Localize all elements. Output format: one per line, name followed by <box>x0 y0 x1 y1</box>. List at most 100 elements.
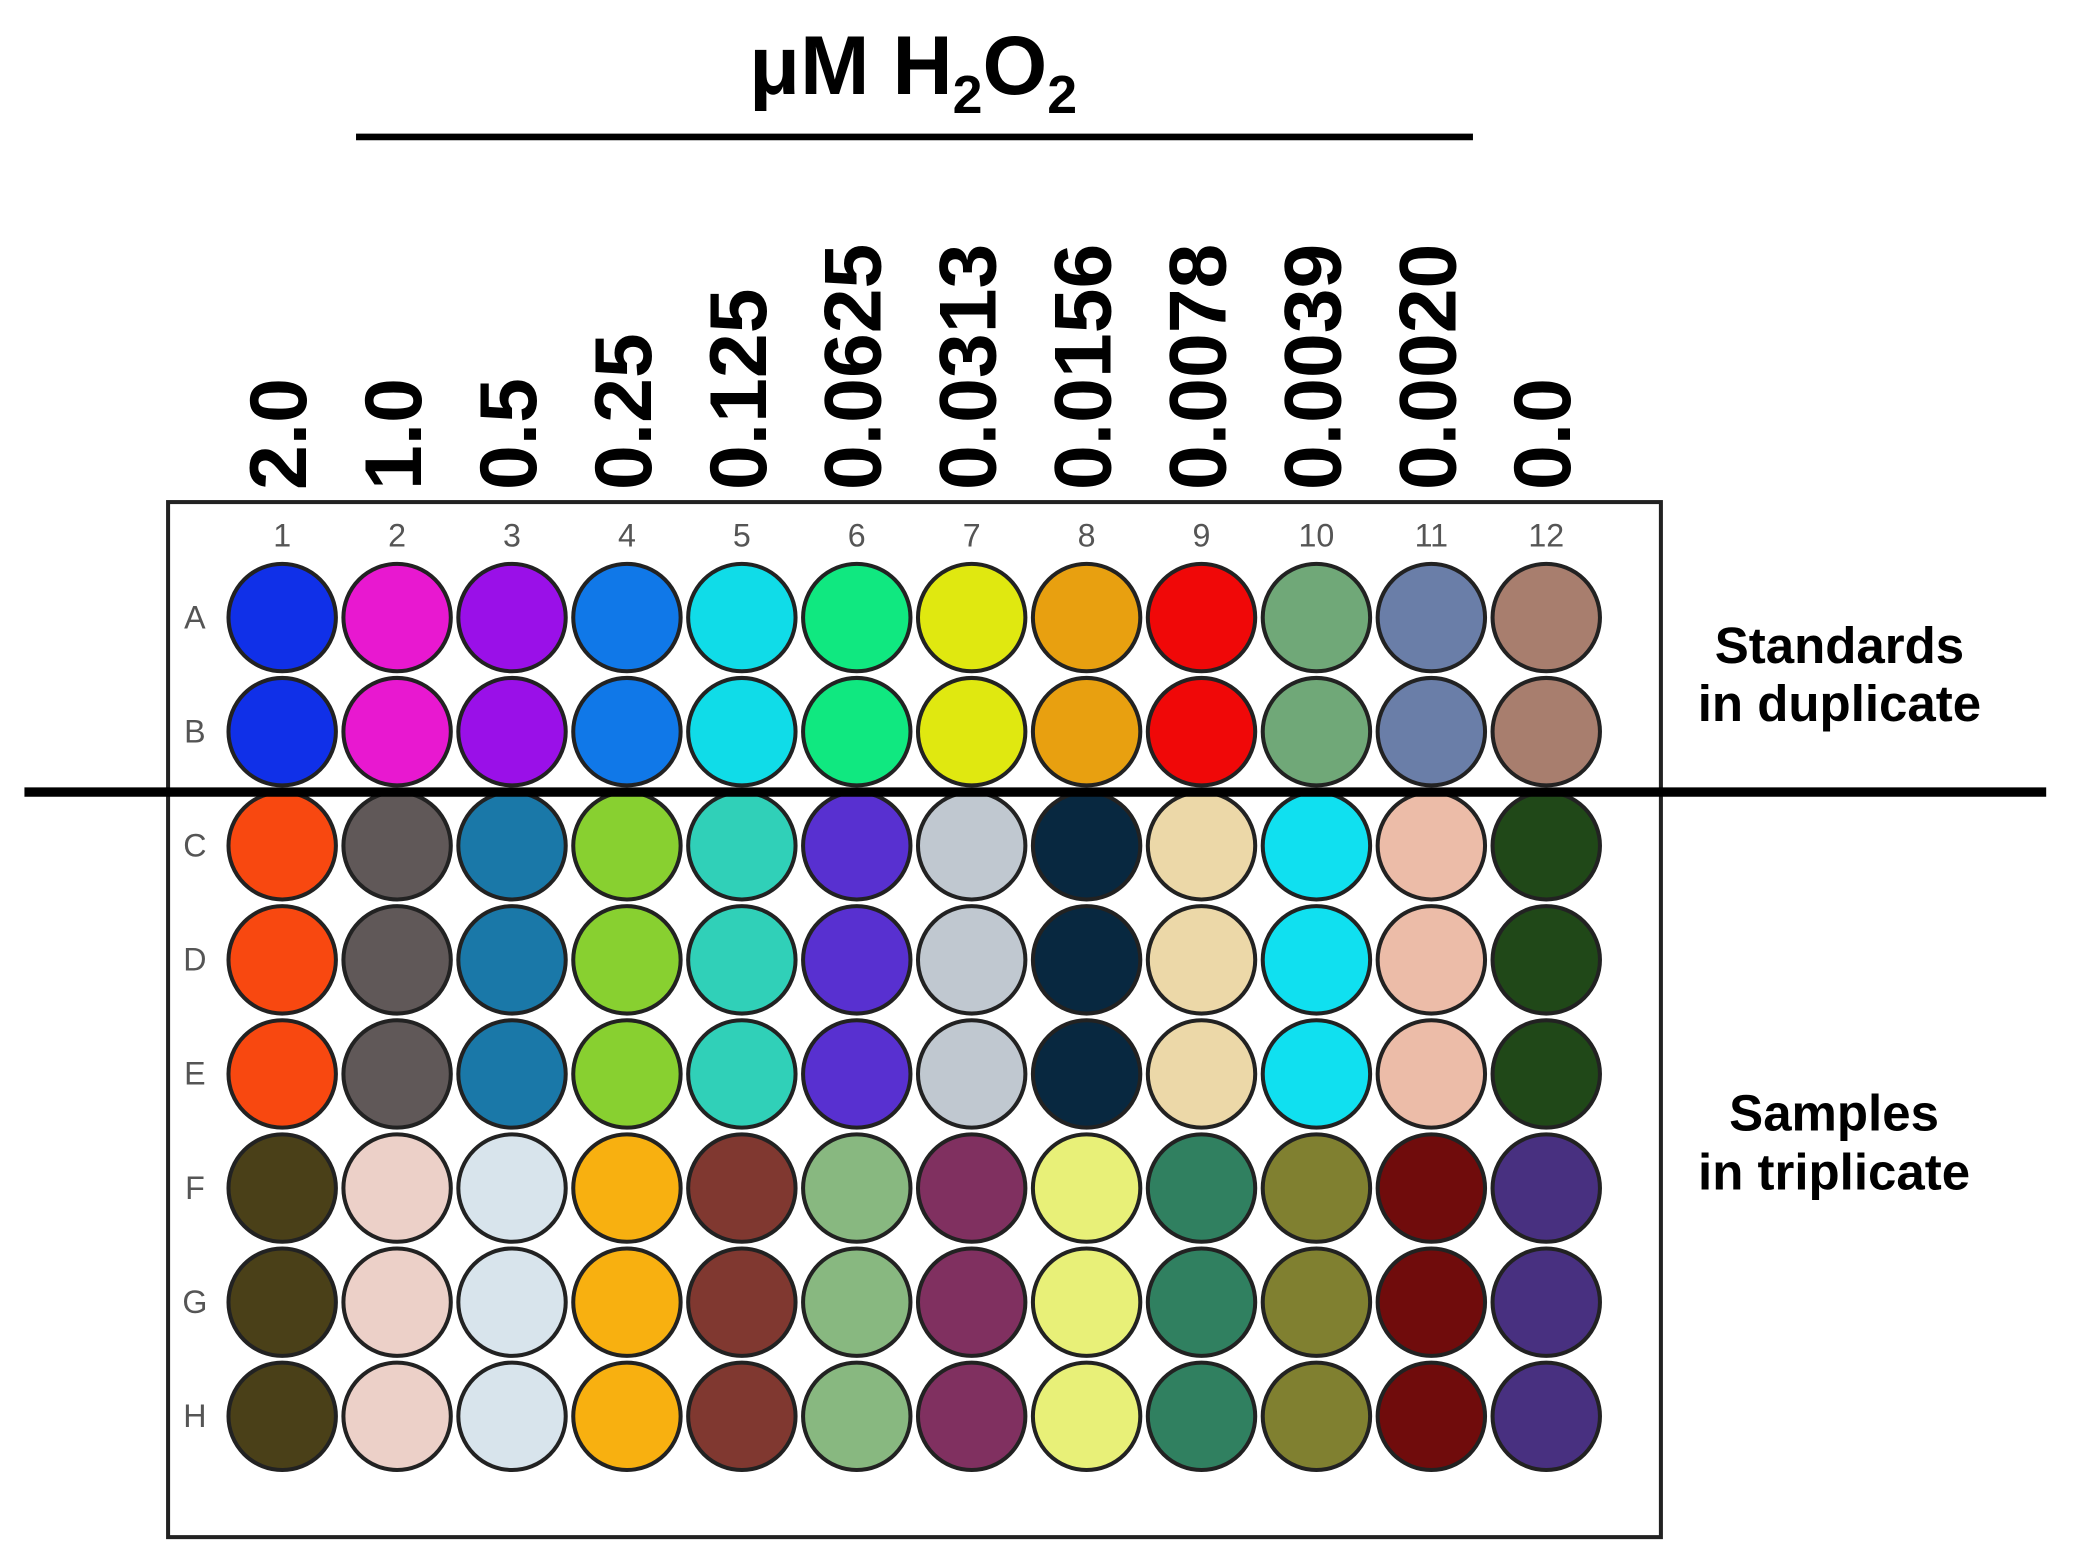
title-subscript: 2 <box>1047 65 1077 125</box>
well <box>801 561 913 674</box>
well <box>1490 1132 1602 1244</box>
well <box>456 561 568 674</box>
well <box>1030 790 1143 902</box>
samples-label: in triplicate <box>1698 1143 1970 1200</box>
well <box>226 675 338 788</box>
well <box>915 1132 1028 1244</box>
well <box>341 904 453 1016</box>
well <box>1260 561 1373 674</box>
well <box>801 1132 913 1244</box>
column-number: 7 <box>963 517 981 553</box>
well <box>915 1018 1028 1130</box>
title-subscript: 2 <box>953 65 983 125</box>
concentration-label: 0.0625 <box>809 244 899 490</box>
well <box>915 1246 1028 1358</box>
concentration-label: 1.0 <box>349 378 439 490</box>
well <box>571 904 683 1016</box>
well <box>1375 904 1488 1016</box>
well <box>1145 1132 1258 1244</box>
row-letter: C <box>183 827 206 863</box>
concentration-label: 0.0156 <box>1039 244 1129 490</box>
well <box>1145 904 1258 1016</box>
well <box>1375 790 1488 902</box>
well <box>571 1132 683 1244</box>
column-number: 1 <box>273 517 291 553</box>
well <box>1490 790 1602 902</box>
well <box>1145 1246 1258 1358</box>
well <box>226 790 338 902</box>
well <box>1030 675 1143 788</box>
well <box>801 904 913 1016</box>
well <box>1375 1132 1488 1244</box>
column-number: 12 <box>1528 517 1564 553</box>
well <box>1375 561 1488 674</box>
title-prefix: μM H <box>749 19 952 112</box>
concentration-label: 0.0020 <box>1383 244 1473 490</box>
well <box>456 1360 568 1473</box>
column-number: 5 <box>733 517 751 553</box>
well <box>1030 561 1143 674</box>
well <box>226 1132 338 1244</box>
well <box>1260 675 1373 788</box>
well <box>915 904 1028 1016</box>
column-number: 3 <box>503 517 521 553</box>
well <box>915 1360 1028 1473</box>
well <box>1145 1360 1258 1473</box>
row-letter: G <box>182 1284 207 1320</box>
well <box>686 675 798 788</box>
well <box>456 675 568 788</box>
well <box>341 1018 453 1130</box>
well <box>341 561 453 674</box>
well <box>915 675 1028 788</box>
well <box>341 1360 453 1473</box>
well <box>1490 1246 1602 1358</box>
title-mid: O <box>983 19 1048 112</box>
well <box>341 1132 453 1244</box>
well <box>686 561 798 674</box>
well <box>1490 1018 1602 1130</box>
well <box>686 1246 798 1358</box>
well <box>1490 675 1602 788</box>
concentration-label: 0.0039 <box>1268 244 1358 490</box>
well <box>801 675 913 788</box>
row-letter: D <box>183 942 206 978</box>
well <box>456 1132 568 1244</box>
well <box>1030 904 1143 1016</box>
well <box>1375 1018 1488 1130</box>
well <box>226 561 338 674</box>
well <box>571 1246 683 1358</box>
concentration-label: 0.5 <box>464 378 554 490</box>
well <box>226 904 338 1016</box>
column-number: 2 <box>388 517 406 553</box>
well <box>1145 790 1258 902</box>
row-letter: A <box>184 599 206 635</box>
column-number: 6 <box>848 517 866 553</box>
well <box>1375 675 1488 788</box>
concentration-label: 0.0078 <box>1153 244 1243 490</box>
well <box>1375 1246 1488 1358</box>
concentration-label: 2.0 <box>234 378 324 490</box>
column-number: 4 <box>618 517 636 553</box>
well <box>1260 1018 1373 1130</box>
well <box>571 675 683 788</box>
well <box>1260 1246 1373 1358</box>
well <box>341 675 453 788</box>
well <box>571 1018 683 1130</box>
column-number: 10 <box>1299 517 1335 553</box>
well <box>1030 1360 1143 1473</box>
well <box>915 790 1028 902</box>
well <box>571 561 683 674</box>
well <box>1145 561 1258 674</box>
well <box>456 904 568 1016</box>
well <box>1375 1360 1488 1473</box>
well <box>1260 904 1373 1016</box>
well <box>456 1246 568 1358</box>
well <box>226 1018 338 1130</box>
well <box>226 1246 338 1358</box>
well <box>1145 675 1258 788</box>
well <box>686 790 798 902</box>
row-letter: H <box>183 1398 206 1434</box>
column-number: 11 <box>1415 517 1448 553</box>
well <box>341 1246 453 1358</box>
